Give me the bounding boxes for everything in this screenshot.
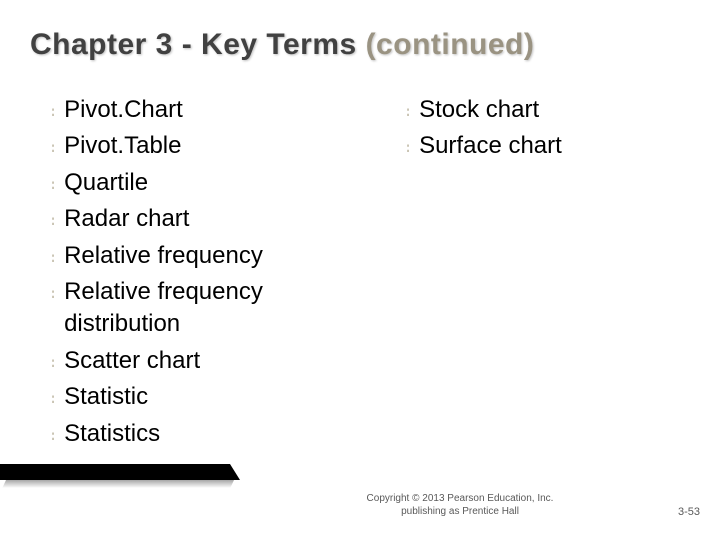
list-item: ։ Relative frequency [50, 240, 335, 272]
bullet-icon: ։ [50, 385, 56, 409]
bullet-icon: ։ [50, 98, 56, 122]
term-text: Statistics [64, 418, 160, 450]
bullet-icon: ։ [50, 349, 56, 373]
term-text: Relative frequency distribution [64, 276, 335, 341]
term-text: Pivot.Table [64, 130, 181, 162]
list-item: ։ Statistic [50, 381, 335, 413]
list-item: ։ Stock chart [405, 94, 680, 126]
title-highlight: (continued) [366, 28, 535, 61]
copyright-text: Copyright © 2013 Pearson Education, Inc.… [330, 493, 590, 518]
list-item: ։ Surface chart [405, 130, 680, 162]
accent-bar-tip [230, 464, 240, 480]
term-text: Surface chart [419, 130, 562, 162]
term-text: Scatter chart [64, 345, 200, 377]
content-columns: ։ Pivot.Chart ։ Pivot.Table ։ Quartile ։ Radar … [50, 94, 680, 454]
bullet-icon: ։ [50, 171, 56, 195]
bullet-icon: ։ [405, 98, 411, 122]
accent-bar [0, 464, 240, 492]
term-text: Pivot.Chart [64, 94, 183, 126]
right-column: ։ Stock chart ։ Surface chart [395, 94, 680, 454]
bullet-icon: ։ [405, 134, 411, 158]
term-text: Radar chart [64, 203, 189, 235]
slide-number: 3-53 [678, 506, 700, 518]
list-item: ։ Pivot.Table [50, 130, 335, 162]
list-item: ։ Relative frequency distribution [50, 276, 335, 341]
list-item: ։ Pivot.Chart [50, 94, 335, 126]
accent-bar-shadow [2, 480, 234, 488]
term-text: Quartile [64, 167, 148, 199]
term-text: Stock chart [419, 94, 539, 126]
left-column: ։ Pivot.Chart ։ Pivot.Table ։ Quartile ։ Radar … [50, 94, 335, 454]
slide-title: Chapter 3 - Key Terms (continued) [30, 28, 534, 62]
bullet-icon: ։ [50, 280, 56, 304]
term-text: Relative frequency [64, 240, 263, 272]
bullet-icon: ։ [50, 422, 56, 446]
term-text: Statistic [64, 381, 148, 413]
list-item: ։ Radar chart [50, 203, 335, 235]
copyright-line1: Copyright © 2013 Pearson Education, Inc. [367, 493, 554, 504]
slide-container: Chapter 3 - Key Terms (continued) ։ Pivot… [0, 0, 720, 540]
bullet-icon: ։ [50, 207, 56, 231]
list-item: ։ Scatter chart [50, 345, 335, 377]
bullet-icon: ։ [50, 244, 56, 268]
accent-bar-fill [0, 464, 230, 480]
copyright-line2: publishing as Prentice Hall [401, 506, 519, 517]
list-item: ։ Quartile [50, 167, 335, 199]
title-prefix: Chapter 3 - Key Terms [30, 28, 366, 61]
list-item: ։ Statistics [50, 418, 335, 450]
bullet-icon: ։ [50, 134, 56, 158]
